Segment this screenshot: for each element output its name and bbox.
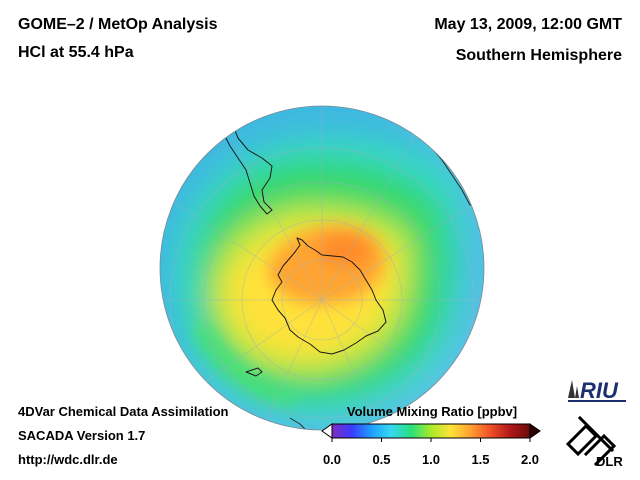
dlr-logo: DLR [565, 415, 623, 469]
date-label: May 13, 2009, 12:00 GMT [434, 16, 622, 33]
globe-shading [160, 106, 484, 430]
map-title: GOME–2 / MetOp Analysis [18, 16, 218, 33]
footer-line-1: 4DVar Chemical Data Assimilation [18, 404, 229, 419]
footer-line-2: SACADA Version 1.7 [18, 428, 146, 443]
riu-logo-mark [568, 380, 579, 398]
dlr-logo-text: DLR [596, 454, 623, 469]
map-subtitle: HCl at 55.4 hPa [18, 44, 134, 61]
dlr-logo-mark [565, 415, 617, 467]
region-label: Southern Hemisphere [455, 47, 622, 64]
footer-url[interactable]: http://wdc.dlr.de [18, 452, 118, 467]
riu-logo-text: RIU [580, 378, 619, 403]
hcl-field [160, 106, 484, 430]
riu-logo: RIU [568, 378, 626, 403]
